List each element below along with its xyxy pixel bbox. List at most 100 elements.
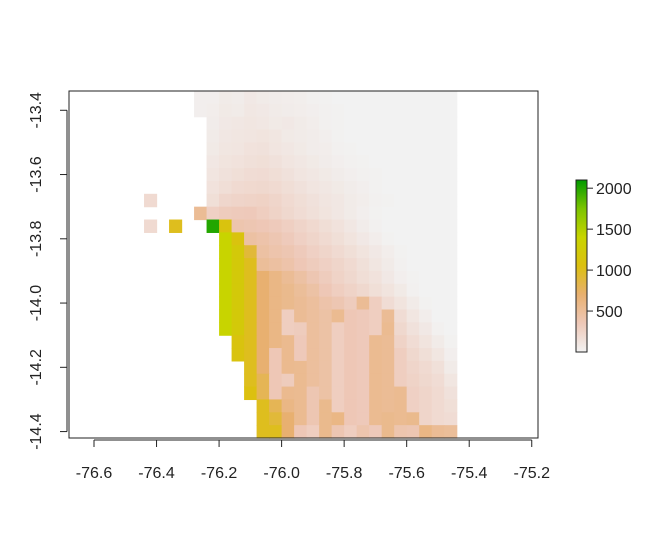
heatmap-cell: [369, 142, 383, 156]
heatmap-cell: [319, 270, 333, 285]
heatmap-cell: [256, 103, 270, 118]
heatmap-cell: [331, 425, 345, 439]
heatmap-cell: [269, 116, 283, 131]
heatmap-cell: [356, 142, 370, 156]
heatmap-cell: [319, 360, 333, 375]
heatmap-cell: [306, 193, 320, 208]
heatmap-cell: [369, 155, 383, 169]
heatmap-cell: [344, 193, 358, 208]
heatmap-cell: [244, 206, 258, 221]
heatmap-cell: [444, 206, 458, 221]
heatmap-cell: [394, 180, 408, 195]
heatmap-cell: [219, 270, 233, 285]
heatmap-cell: [294, 219, 308, 233]
heatmap-cell: [331, 360, 345, 375]
heatmap-cell: [281, 232, 295, 246]
heatmap-cell: [269, 322, 283, 336]
heatmap-cell: [306, 283, 320, 298]
heatmap-cell: [369, 206, 383, 221]
heatmap-cell: [231, 335, 245, 349]
heatmap-cell: [419, 399, 433, 413]
x-tick-label: -76.0: [263, 465, 300, 482]
heatmap-cell: [381, 425, 395, 439]
heatmap-cell: [144, 219, 158, 233]
heatmap-cell: [431, 270, 445, 285]
heatmap-cell: [419, 412, 433, 426]
heatmap-cell: [319, 168, 333, 182]
heatmap-cell: [231, 142, 245, 156]
heatmap-cell: [231, 155, 245, 169]
heatmap-cell: [444, 335, 458, 349]
heatmap-cell: [381, 219, 395, 233]
heatmap-cell: [356, 193, 370, 208]
heatmap-cell: [294, 103, 308, 118]
heatmap-cell: [356, 245, 370, 259]
heatmap-cell: [294, 245, 308, 259]
heatmap-cell: [306, 296, 320, 311]
heatmap-cell: [344, 129, 358, 144]
heatmap-cell: [406, 193, 420, 208]
heatmap-cell: [281, 322, 295, 336]
heatmap-cell: [244, 283, 258, 298]
heatmap-cell: [356, 91, 370, 105]
heatmap-cell: [344, 283, 358, 298]
heatmap-cell: [381, 168, 395, 182]
plot-frame: [68, 90, 539, 439]
heatmap-cell: [244, 348, 258, 362]
heatmap-cell: [256, 116, 270, 131]
legend-colorbar: [575, 179, 588, 353]
heatmap-cell: [256, 155, 270, 169]
heatmap-cell: [331, 322, 345, 336]
heatmap-cell: [394, 103, 408, 118]
heatmap-cell: [269, 232, 283, 246]
heatmap-cell: [356, 309, 370, 323]
heatmap-cell: [344, 373, 358, 388]
heatmap-cell: [406, 155, 420, 169]
heatmap-cell: [344, 142, 358, 156]
heatmap-cell: [281, 309, 295, 323]
heatmap-cell: [444, 399, 458, 413]
heatmap-cell: [319, 258, 333, 272]
heatmap-cell: [356, 206, 370, 221]
heatmap-cell: [381, 142, 395, 156]
heatmap-cell: [431, 258, 445, 272]
heatmap-cell: [331, 142, 345, 156]
heatmap-cell: [331, 219, 345, 233]
heatmap-cell: [444, 373, 458, 388]
heatmap-cell: [206, 116, 220, 131]
heatmap-cell: [381, 180, 395, 195]
heatmap-cell: [206, 91, 220, 105]
heatmap-cells: [144, 91, 458, 439]
heatmap-cell: [444, 283, 458, 298]
heatmap-cell: [256, 296, 270, 311]
heatmap-cell: [431, 309, 445, 323]
heatmap-cell: [406, 373, 420, 388]
heatmap-cell: [356, 296, 370, 311]
heatmap-cell: [206, 206, 220, 221]
heatmap-cell: [331, 258, 345, 272]
heatmap-cell: [381, 129, 395, 144]
heatmap-cell: [406, 270, 420, 285]
heatmap-cell: [344, 296, 358, 311]
heatmap-cell: [431, 116, 445, 131]
heatmap-cell: [294, 180, 308, 195]
heatmap-cell: [394, 360, 408, 375]
heatmap-cell: [206, 129, 220, 144]
heatmap-cell: [356, 322, 370, 336]
heatmap-cell: [369, 116, 383, 131]
heatmap-cell: [244, 232, 258, 246]
heatmap-cell: [444, 258, 458, 272]
heatmap-cell: [394, 348, 408, 362]
heatmap-cell: [444, 219, 458, 233]
legend-tick-label: 1000: [596, 263, 632, 280]
heatmap-cell: [256, 180, 270, 195]
heatmap-cell: [394, 129, 408, 144]
heatmap-cell: [244, 168, 258, 182]
heatmap-cell: [369, 193, 383, 208]
heatmap-cell: [356, 360, 370, 375]
heatmap-cell: [431, 322, 445, 336]
heatmap-cell: [231, 180, 245, 195]
heatmap-cell: [419, 425, 433, 439]
heatmap-cell: [306, 412, 320, 426]
heatmap-cell: [269, 399, 283, 413]
